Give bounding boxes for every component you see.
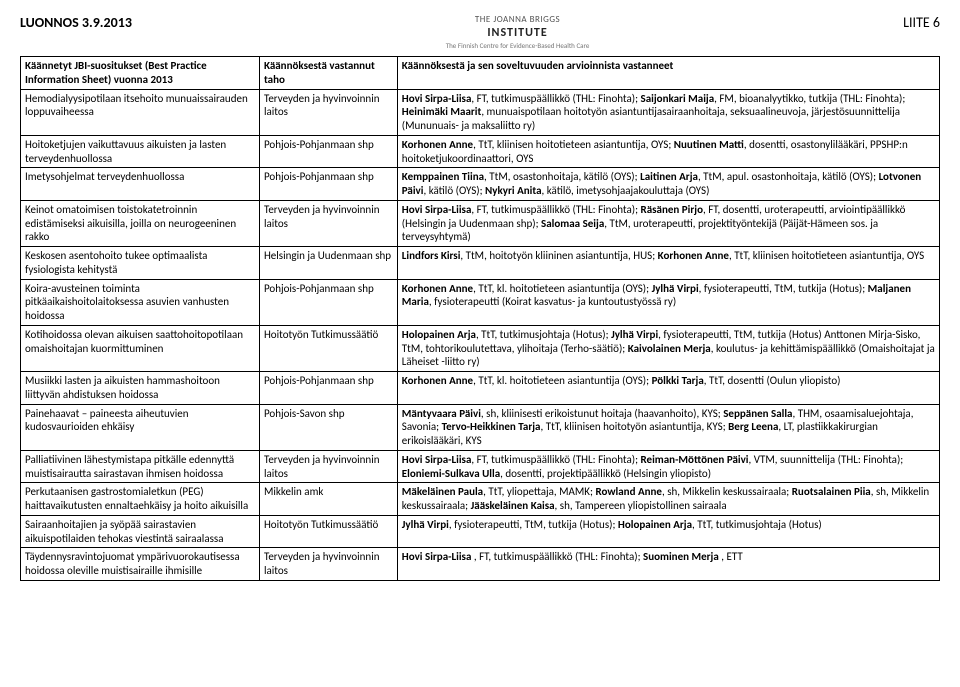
cell-topic: Imetysohjelmat terveydenhuollossa xyxy=(21,168,260,201)
col-header-1: Käännetyt JBI-suositukset (Best Practice… xyxy=(21,57,260,90)
cell-responsible: Hoitotyön Tutkimussäätiö xyxy=(259,515,397,548)
cell-topic: Palliatiivinen lähestymistapa pitkälle e… xyxy=(21,450,260,483)
cell-responsible: Terveyden ja hyvinvoinnin laitos xyxy=(259,200,397,246)
cell-responsible: Terveyden ja hyvinvoinnin laitos xyxy=(259,548,397,581)
cell-reviewers: Hovi Sirpa-Liisa, FT, tutkimuspäällikkö … xyxy=(397,89,939,135)
cell-reviewers: Korhonen Anne, TtT, kl. hoitotieteen asi… xyxy=(397,279,939,325)
col-header-2: Käännöksestä vastannut taho xyxy=(259,57,397,90)
cell-responsible: Hoitotyön Tutkimussäätiö xyxy=(259,325,397,371)
table-row: Koira-avusteinen toiminta pitkäaikaishoi… xyxy=(21,279,940,325)
cell-responsible: Mikkelin amk xyxy=(259,483,397,516)
cell-responsible: Pohjois-Pohjanmaan shp xyxy=(259,279,397,325)
table-header-row: Käännetyt JBI-suositukset (Best Practice… xyxy=(21,57,940,90)
col-header-3: Käännöksestä ja sen soveltuvuuden arvioi… xyxy=(397,57,939,90)
logo-line-mid: INSTITUTE xyxy=(446,26,590,41)
cell-reviewers: Mäntyvaara Päivi, sh, kliinisesti erikoi… xyxy=(397,404,939,450)
cell-responsible: Pohjois-Pohjanmaan shp xyxy=(259,135,397,168)
table-row: Hemodialyysipotilaan itsehoito munuaissa… xyxy=(21,89,940,135)
cell-responsible: Pohjois-Savon shp xyxy=(259,404,397,450)
table-row: Painehaavat – paineesta aiheutuvien kudo… xyxy=(21,404,940,450)
table-row: Hoitoketjujen vaikuttavuus aikuisten ja … xyxy=(21,135,940,168)
recommendations-table: Käännetyt JBI-suositukset (Best Practice… xyxy=(20,56,940,581)
cell-topic: Täydennysravintojuomat ympärivuorokautis… xyxy=(21,548,260,581)
logo-line-sub: The Finnish Centre for Evidence-Based He… xyxy=(446,42,590,51)
cell-reviewers: Hovi Sirpa-Liisa , FT, tutkimuspäällikkö… xyxy=(397,548,939,581)
cell-reviewers: Hovi Sirpa-Liisa, FT, tutkimuspäällikkö … xyxy=(397,450,939,483)
cell-responsible: Terveyden ja hyvinvoinnin laitos xyxy=(259,450,397,483)
cell-responsible: Pohjois-Pohjanmaan shp xyxy=(259,168,397,201)
cell-reviewers: Jylhä Virpi, fysioterapeutti, TtM, tutki… xyxy=(397,515,939,548)
table-row: Sairaanhoitajien ja syöpää sairastavien … xyxy=(21,515,940,548)
cell-reviewers: Holopainen Arja, TtT, tutkimusjohtaja (H… xyxy=(397,325,939,371)
cell-reviewers: Korhonen Anne, TtT, kl. hoitotieteen asi… xyxy=(397,372,939,405)
cell-reviewers: Kemppainen Tiina, TtM, osastonhoitaja, k… xyxy=(397,168,939,201)
table-row: Palliatiivinen lähestymistapa pitkälle e… xyxy=(21,450,940,483)
cell-topic: Koira-avusteinen toiminta pitkäaikaishoi… xyxy=(21,279,260,325)
cell-topic: Kotihoidossa olevan aikuisen saattohoito… xyxy=(21,325,260,371)
cell-reviewers: Hovi Sirpa-Liisa, FT, tutkimuspäällikkö … xyxy=(397,200,939,246)
cell-topic: Keskosen asentohoito tukee optimaalista … xyxy=(21,247,260,280)
cell-topic: Hemodialyysipotilaan itsehoito munuaissa… xyxy=(21,89,260,135)
cell-topic: Hoitoketjujen vaikuttavuus aikuisten ja … xyxy=(21,135,260,168)
cell-topic: Keinot omatoimisen toistokatetroinnin ed… xyxy=(21,200,260,246)
annex-label: LIITE 6 xyxy=(903,14,940,32)
cell-reviewers: Lindfors Kirsi, TtM, hoitotyön kliininen… xyxy=(397,247,939,280)
table-row: Keskosen asentohoito tukee optimaalista … xyxy=(21,247,940,280)
table-row: Musiikki lasten ja aikuisten hammashoito… xyxy=(21,372,940,405)
cell-responsible: Terveyden ja hyvinvoinnin laitos xyxy=(259,89,397,135)
table-row: Täydennysravintojuomat ympärivuorokautis… xyxy=(21,548,940,581)
draft-label: LUONNOS 3.9.2013 xyxy=(20,14,132,32)
page-header: LUONNOS 3.9.2013 THE JOANNA BRIGGS INSTI… xyxy=(20,14,940,52)
logo-line-top: THE JOANNA BRIGGS xyxy=(446,14,590,25)
logo-block: THE JOANNA BRIGGS INSTITUTE The Finnish … xyxy=(132,14,903,52)
cell-topic: Sairaanhoitajien ja syöpää sairastavien … xyxy=(21,515,260,548)
cell-topic: Painehaavat – paineesta aiheutuvien kudo… xyxy=(21,404,260,450)
table-row: Imetysohjelmat terveydenhuollossaPohjois… xyxy=(21,168,940,201)
cell-topic: Perkutaanisen gastrostomialetkun (PEG) h… xyxy=(21,483,260,516)
cell-reviewers: Mäkeläinen Paula, TtT, yliopettaja, MAMK… xyxy=(397,483,939,516)
cell-responsible: Pohjois-Pohjanmaan shp xyxy=(259,372,397,405)
cell-topic: Musiikki lasten ja aikuisten hammashoito… xyxy=(21,372,260,405)
cell-reviewers: Korhonen Anne, TtT, kliinisen hoitotiete… xyxy=(397,135,939,168)
cell-responsible: Helsingin ja Uudenmaan shp xyxy=(259,247,397,280)
table-row: Keinot omatoimisen toistokatetroinnin ed… xyxy=(21,200,940,246)
table-row: Kotihoidossa olevan aikuisen saattohoito… xyxy=(21,325,940,371)
table-row: Perkutaanisen gastrostomialetkun (PEG) h… xyxy=(21,483,940,516)
